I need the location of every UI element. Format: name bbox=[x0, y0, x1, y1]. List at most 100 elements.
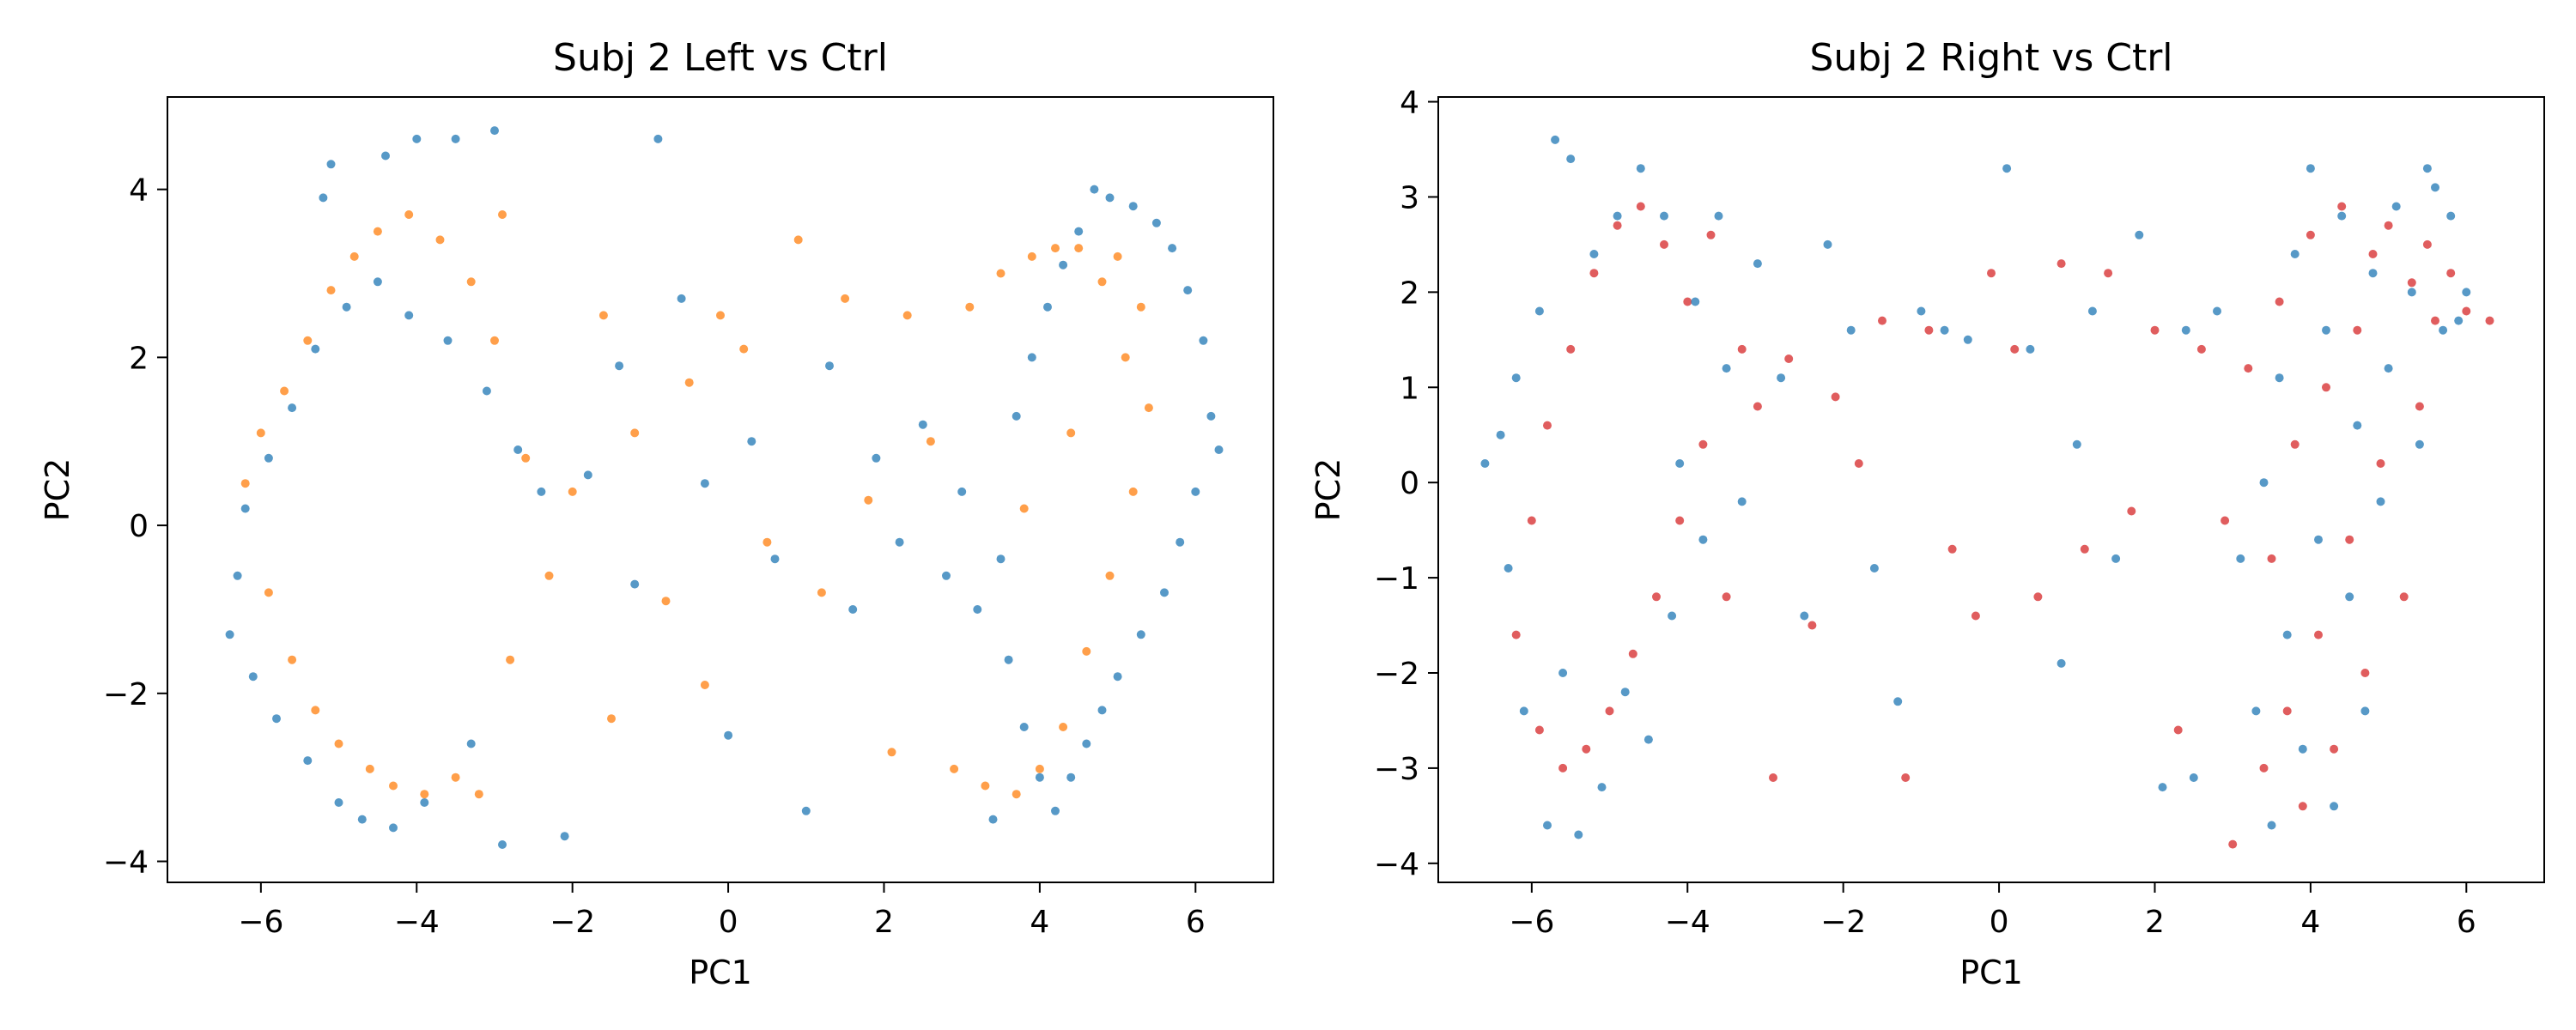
data-point bbox=[1027, 251, 1036, 261]
data-point bbox=[357, 815, 367, 824]
data-point bbox=[2236, 554, 2245, 563]
data-point bbox=[2345, 535, 2354, 544]
data-point bbox=[2127, 506, 2136, 516]
y-tick-label: 0 bbox=[1400, 466, 1419, 501]
data-point bbox=[2221, 516, 2230, 525]
data-point bbox=[2002, 164, 2012, 173]
data-point bbox=[2415, 402, 2424, 411]
data-point bbox=[513, 445, 523, 454]
data-point bbox=[1176, 537, 1185, 547]
data-point bbox=[1893, 697, 1903, 706]
data-point bbox=[1543, 821, 1552, 830]
data-point bbox=[841, 294, 850, 303]
data-point bbox=[1558, 763, 1568, 772]
data-point bbox=[1613, 221, 1622, 230]
data-point bbox=[1706, 230, 1716, 239]
data-point bbox=[466, 739, 476, 748]
data-point bbox=[598, 311, 608, 320]
data-point bbox=[2353, 325, 2362, 335]
data-point bbox=[1496, 430, 1505, 439]
data-point bbox=[2415, 439, 2424, 449]
data-point bbox=[326, 286, 336, 295]
data-point bbox=[272, 714, 281, 724]
plot-points bbox=[1480, 135, 2494, 849]
y-tick-label: 3 bbox=[1400, 180, 1419, 215]
data-point bbox=[661, 597, 671, 606]
data-point bbox=[2298, 744, 2307, 754]
y-tick-label: 2 bbox=[129, 341, 149, 376]
data-point bbox=[2135, 230, 2144, 239]
data-point bbox=[2057, 259, 2066, 269]
data-point bbox=[412, 134, 422, 143]
data-point bbox=[2368, 269, 2378, 278]
data-point bbox=[451, 772, 460, 782]
data-point bbox=[1901, 773, 1911, 782]
data-point bbox=[1668, 611, 1677, 621]
data-point bbox=[1183, 286, 1193, 295]
data-point bbox=[1691, 297, 1700, 306]
data-point bbox=[2345, 592, 2354, 602]
data-point bbox=[2290, 439, 2300, 449]
data-point bbox=[1714, 211, 1723, 221]
data-point bbox=[334, 798, 343, 807]
data-point bbox=[1066, 428, 1076, 438]
data-point bbox=[2298, 802, 2307, 811]
data-point bbox=[918, 420, 927, 429]
data-point bbox=[996, 554, 1005, 564]
y-tick-label: −4 bbox=[1374, 847, 1419, 882]
data-point bbox=[1558, 669, 1568, 677]
data-point bbox=[2213, 306, 2221, 316]
data-point bbox=[568, 487, 577, 496]
data-point bbox=[2158, 783, 2167, 792]
x-tick-label: −6 bbox=[1509, 905, 1554, 940]
x-axis-label: PC1 bbox=[689, 954, 752, 991]
data-point bbox=[848, 605, 858, 614]
data-point bbox=[2314, 630, 2323, 639]
data-point bbox=[2462, 288, 2471, 297]
data-point bbox=[2189, 773, 2198, 782]
data-point bbox=[435, 235, 445, 245]
data-point bbox=[1090, 185, 1099, 194]
data-point bbox=[724, 730, 733, 740]
data-point bbox=[521, 453, 531, 463]
data-point bbox=[1151, 218, 1161, 227]
data-point bbox=[1543, 421, 1552, 430]
data-point bbox=[615, 361, 624, 371]
data-point bbox=[801, 806, 811, 815]
data-point bbox=[1628, 649, 1637, 658]
data-point bbox=[1675, 459, 1685, 468]
data-point bbox=[1504, 564, 1513, 573]
data-point bbox=[762, 537, 772, 547]
data-point bbox=[1527, 516, 1536, 525]
data-point bbox=[1737, 497, 1747, 506]
data-point bbox=[1097, 706, 1107, 715]
data-point bbox=[498, 210, 507, 219]
data-point bbox=[1917, 306, 1926, 316]
data-point bbox=[2196, 344, 2206, 354]
data-point bbox=[770, 554, 780, 564]
data-point bbox=[981, 781, 990, 791]
data-point bbox=[2422, 164, 2432, 173]
data-point bbox=[716, 311, 725, 320]
data-point bbox=[420, 798, 429, 807]
data-point bbox=[2173, 725, 2183, 735]
data-point bbox=[988, 815, 998, 824]
data-point bbox=[2353, 421, 2362, 430]
data-point bbox=[1722, 592, 1731, 602]
data-point bbox=[2439, 325, 2448, 335]
data-point bbox=[1128, 487, 1138, 496]
data-point bbox=[1074, 244, 1084, 253]
data-point bbox=[1168, 244, 1177, 253]
data-point bbox=[334, 739, 343, 748]
data-point bbox=[2259, 763, 2269, 772]
y-tick-label: 1 bbox=[1400, 371, 1419, 406]
data-point bbox=[902, 311, 912, 320]
data-point bbox=[2080, 544, 2089, 554]
data-point bbox=[1924, 325, 1934, 335]
data-point bbox=[365, 764, 374, 773]
data-point bbox=[1854, 459, 1863, 468]
data-point bbox=[1574, 830, 1583, 839]
data-point bbox=[2306, 230, 2315, 239]
data-point bbox=[303, 336, 313, 345]
data-point bbox=[2244, 364, 2253, 373]
